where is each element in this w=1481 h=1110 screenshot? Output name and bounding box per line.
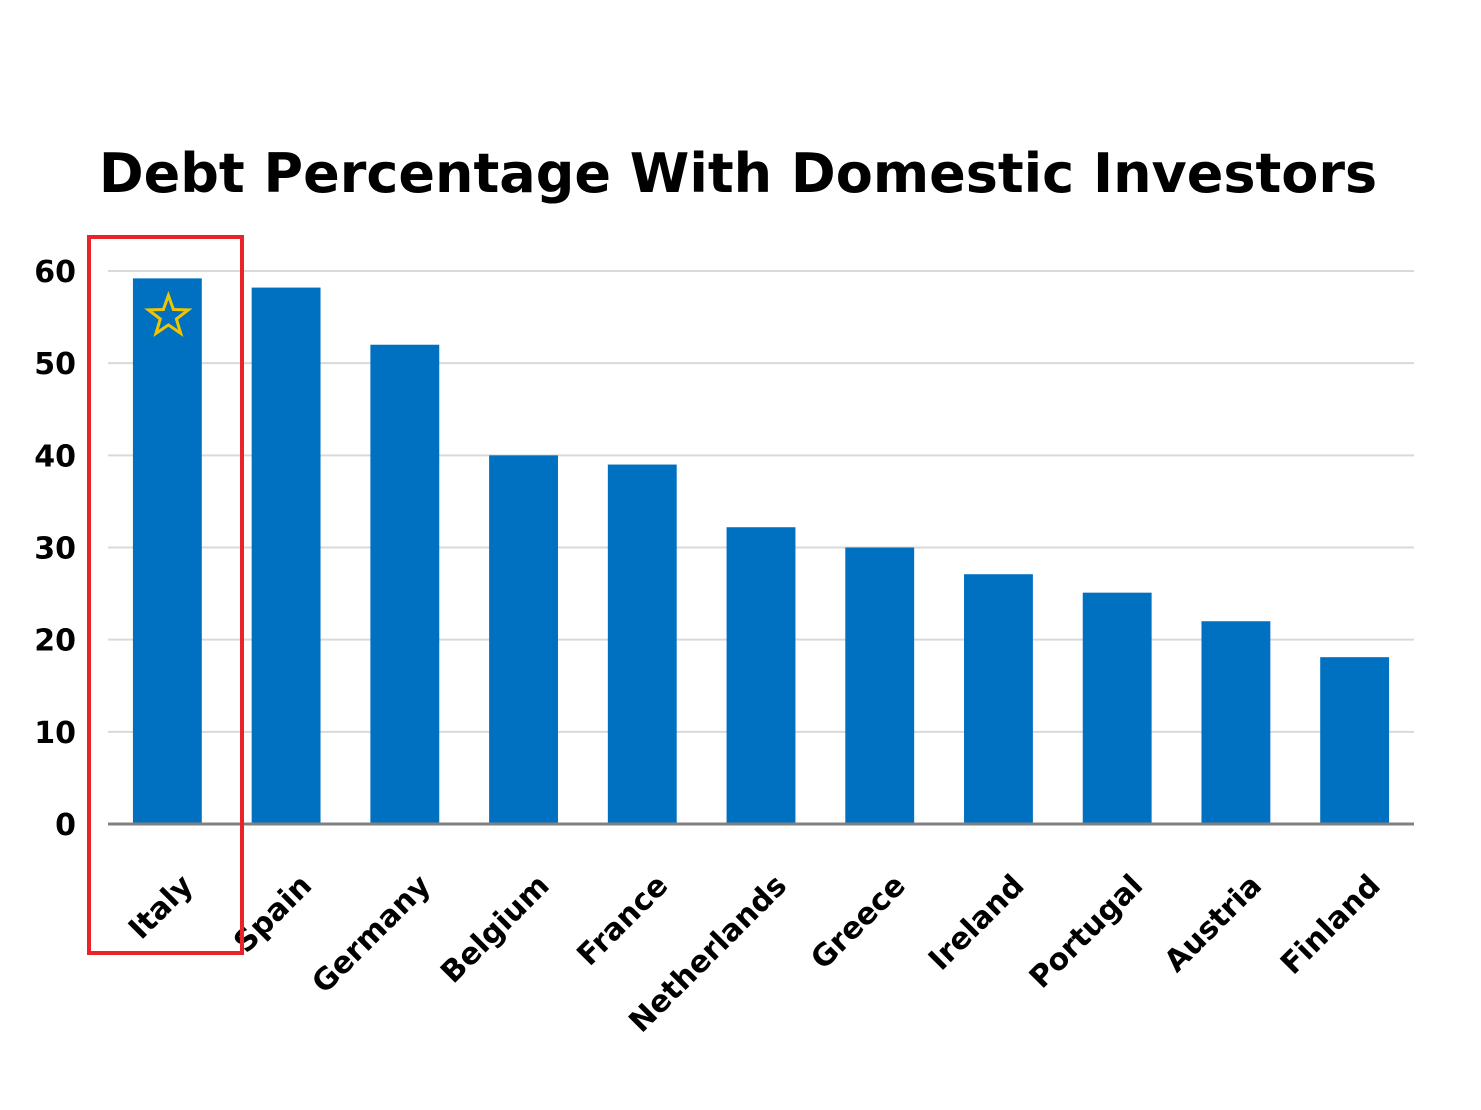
highlight-box xyxy=(87,235,244,955)
y-tick-label: 10 xyxy=(34,716,76,751)
y-tick-label: 30 xyxy=(34,532,76,567)
star-icon xyxy=(144,290,193,338)
x-tick-label: Belgium xyxy=(434,868,556,990)
bar-ireland xyxy=(964,574,1033,824)
y-tick-label: 60 xyxy=(34,255,76,290)
x-tick-label: Austria xyxy=(1158,868,1269,979)
bars xyxy=(132,278,1390,825)
x-tick-label: Italy xyxy=(122,868,201,947)
bar-spain xyxy=(251,287,321,825)
x-tick-label: Greece xyxy=(804,868,912,976)
x-tick-label: Germany xyxy=(305,868,438,1001)
bar-portugal xyxy=(1082,592,1152,824)
bar-italy xyxy=(132,278,202,825)
x-tick-label: France xyxy=(570,868,675,973)
bar-germany xyxy=(370,344,440,824)
bar-finland xyxy=(1320,657,1390,824)
y-axis-ticks: 0 10 20 30 40 50 60 xyxy=(34,255,76,843)
y-tick-label: 20 xyxy=(34,624,76,659)
x-tick-label: Portugal xyxy=(1023,868,1150,995)
x-tick-label: Finland xyxy=(1274,868,1387,981)
y-tick-label: 0 xyxy=(55,808,76,843)
bar-netherlands xyxy=(726,527,796,824)
bar-greece xyxy=(845,547,915,824)
bar-belgium xyxy=(489,455,558,824)
x-tick-label: Ireland xyxy=(922,868,1031,977)
y-tick-label: 40 xyxy=(34,439,76,474)
y-tick-label: 50 xyxy=(34,347,76,382)
bar-france xyxy=(607,464,677,824)
bar-austria xyxy=(1201,621,1271,824)
chart-title: Debt Percentage With Domestic Investors xyxy=(99,142,1377,205)
